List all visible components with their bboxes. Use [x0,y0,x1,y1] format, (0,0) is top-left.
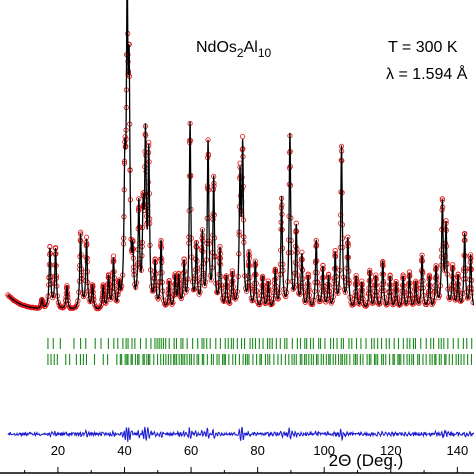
observed-point [50,295,56,301]
x-axis-label: 2Θ (Deg.) [329,451,404,470]
observed-point [269,301,275,307]
observed-point [390,302,396,308]
x-axis: 20 40 60 80 100 120 140 [0,443,474,474]
observed-point [317,298,323,304]
observed-point [257,301,263,308]
compound-label: NdOs2Al10 [196,39,272,60]
x-tick-label: 60 [184,443,198,458]
x-tick-label: 120 [380,443,402,458]
observed-point [240,133,246,140]
wavelength-label: λ = 1.594 Å [386,64,468,83]
observed-point [416,300,422,306]
observed-point [458,298,464,304]
x-tick-label: 40 [117,443,131,458]
compound-sub-1: 2 [237,46,244,60]
x-tick-label: 80 [250,443,264,458]
observed-point [403,301,409,307]
calculated-curve [7,0,474,310]
observed-point [178,295,184,302]
difference-curve-group [7,426,474,443]
observed-point [376,301,382,307]
observed-point [452,297,458,303]
observed-point [215,289,221,296]
temperature-label: T = 300 K [388,39,458,56]
observed-point [384,301,390,307]
compound-sub-2: 10 [258,46,272,60]
observed-point [350,302,356,308]
compound-part-2: Al [244,39,258,56]
x-tick-label: 140 [447,443,469,458]
x-tick-label: 20 [51,443,65,458]
calculated-curve-group [7,0,474,310]
compound-part-1: NdOs [196,39,237,56]
observed-point [232,296,239,302]
x-tick-label: 100 [313,443,335,458]
difference-curve [7,426,474,443]
observed-point [43,301,49,307]
bragg-ticks [47,338,473,365]
